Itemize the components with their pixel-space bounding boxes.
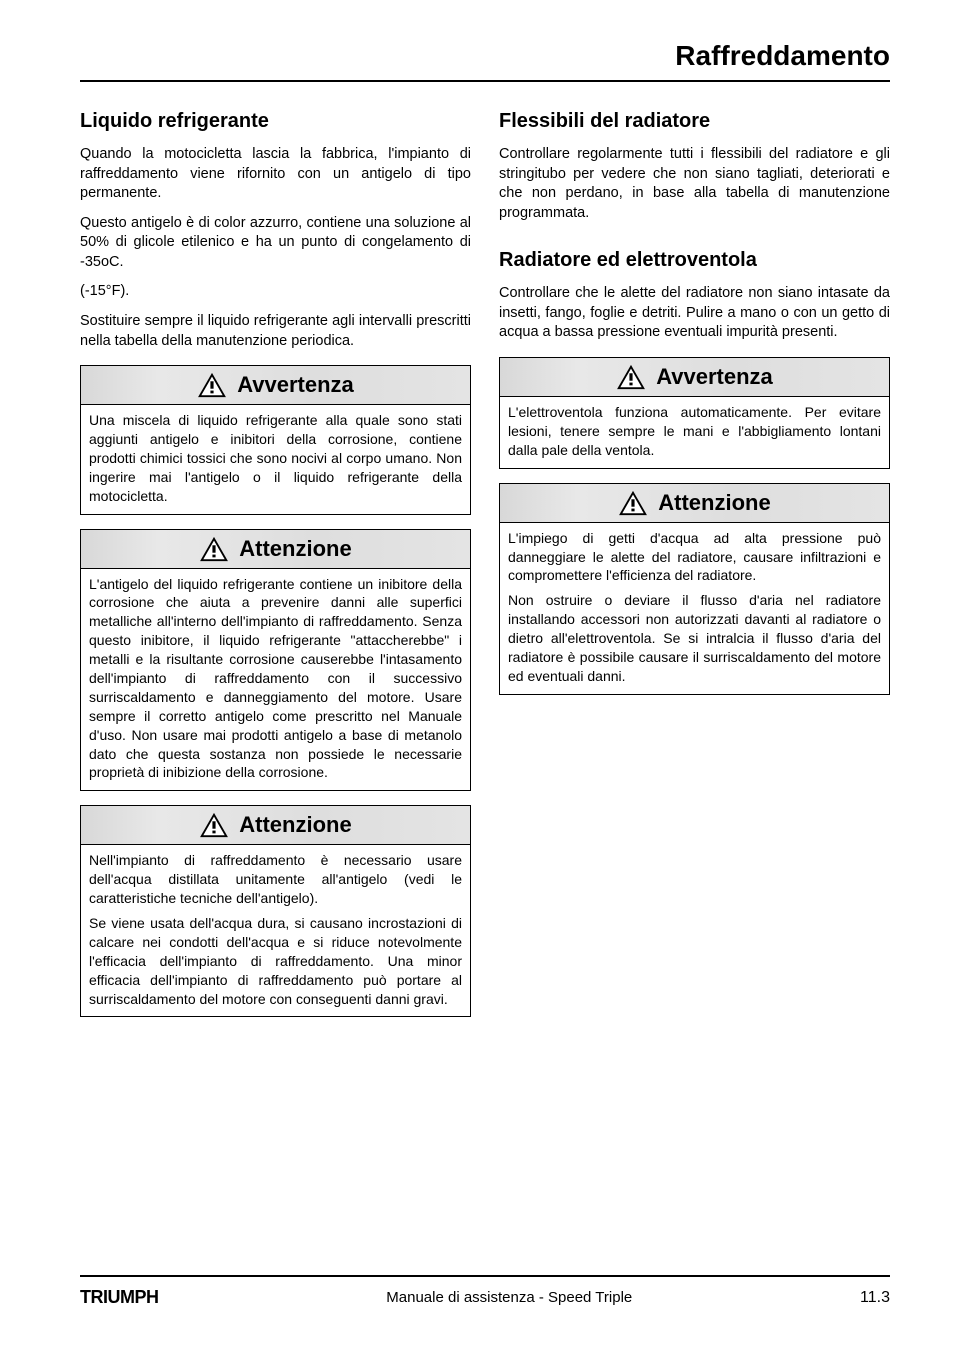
- caution-label: Attenzione: [239, 812, 351, 838]
- page: Raffreddamento Liquido refrigerante Quan…: [0, 0, 960, 1358]
- caution-text: L'antigelo del liquido refrigerante cont…: [89, 575, 462, 783]
- warning-label: Avvertenza: [656, 364, 773, 390]
- footer-page-number: 11.3: [860, 1289, 890, 1307]
- paragraph: Controllare che le alette del radiatore …: [499, 284, 890, 343]
- caution-box: Attenzione L'impiego di getti d'acqua ad…: [499, 483, 890, 695]
- paragraph: Quando la motocicletta lascia la fabbric…: [80, 145, 471, 204]
- warning-text: L'elettroventola funziona automaticament…: [508, 403, 881, 460]
- paragraph: (-15°F).: [80, 282, 471, 302]
- caution-text: Nell'impianto di raffreddamento è necess…: [89, 851, 462, 908]
- paragraph: Sostituire sempre il liquido refrigerant…: [80, 312, 471, 351]
- section-heading-radiator: Radiatore ed elettroventola: [499, 249, 890, 272]
- left-column: Liquido refrigerante Quando la motocicle…: [80, 110, 471, 1031]
- page-header: Raffreddamento: [80, 40, 890, 82]
- warning-triangle-icon: [618, 490, 648, 516]
- warning-header: Avvertenza: [81, 366, 470, 405]
- caution-body: Nell'impianto di raffreddamento è necess…: [81, 845, 470, 1016]
- warning-triangle-icon: [199, 536, 229, 562]
- footer-brand: TRIUMPH: [80, 1287, 159, 1308]
- caution-box: Attenzione L'antigelo del liquido refrig…: [80, 529, 471, 792]
- caution-box: Attenzione Nell'impianto di raffreddamen…: [80, 805, 471, 1017]
- warning-text: Una miscela di liquido refrigerante alla…: [89, 411, 462, 505]
- warning-box: Avvertenza Una miscela di liquido refrig…: [80, 365, 471, 514]
- two-column-layout: Liquido refrigerante Quando la motocicle…: [80, 110, 890, 1031]
- caution-text: L'impiego di getti d'acqua ad alta press…: [508, 529, 881, 586]
- caution-body: L'antigelo del liquido refrigerante cont…: [81, 569, 470, 791]
- spacer: [499, 233, 890, 249]
- caution-label: Attenzione: [239, 536, 351, 562]
- caution-header: Attenzione: [81, 806, 470, 845]
- footer-title: Manuale di assistenza - Speed Triple: [159, 1289, 861, 1306]
- warning-header: Avvertenza: [500, 358, 889, 397]
- right-column: Flessibili del radiatore Controllare reg…: [499, 110, 890, 1031]
- paragraph: Questo antigelo è di color azzurro, cont…: [80, 214, 471, 273]
- warning-box: Avvertenza L'elettroventola funziona aut…: [499, 357, 890, 469]
- caution-body: L'impiego di getti d'acqua ad alta press…: [500, 523, 889, 694]
- section-heading-coolant: Liquido refrigerante: [80, 110, 471, 133]
- warning-triangle-icon: [616, 364, 646, 390]
- page-footer: TRIUMPH Manuale di assistenza - Speed Tr…: [80, 1275, 890, 1308]
- caution-text: Non ostruire o deviare il flusso d'aria …: [508, 591, 881, 685]
- caution-header: Attenzione: [81, 530, 470, 569]
- warning-body: Una miscela di liquido refrigerante alla…: [81, 405, 470, 513]
- warning-body: L'elettroventola funziona automaticament…: [500, 397, 889, 468]
- paragraph: Controllare regolarmente tutti i flessib…: [499, 145, 890, 223]
- caution-header: Attenzione: [500, 484, 889, 523]
- warning-triangle-icon: [197, 372, 227, 398]
- caution-text: Se viene usata dell'acqua dura, si causa…: [89, 914, 462, 1008]
- warning-label: Avvertenza: [237, 372, 354, 398]
- section-heading-hoses: Flessibili del radiatore: [499, 110, 890, 133]
- caution-label: Attenzione: [658, 490, 770, 516]
- warning-triangle-icon: [199, 812, 229, 838]
